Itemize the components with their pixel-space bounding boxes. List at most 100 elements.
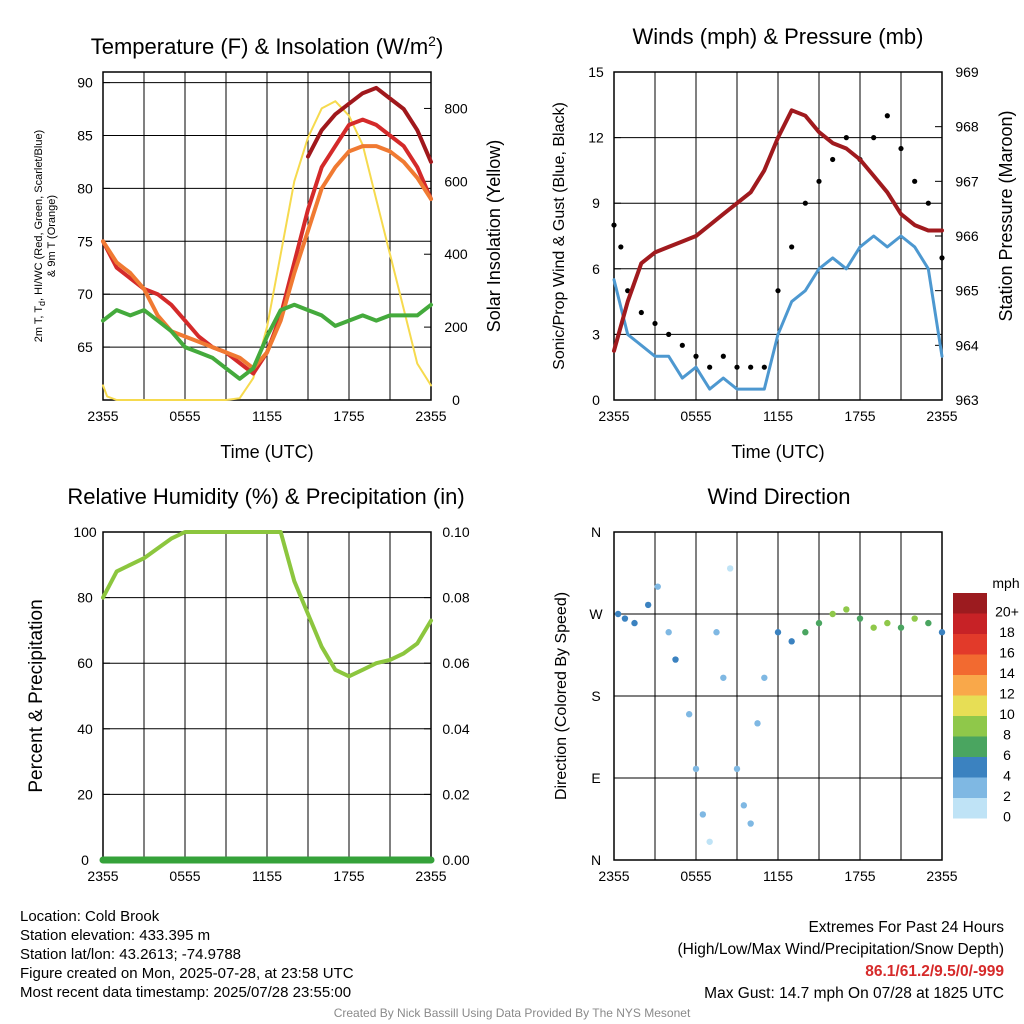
direction-title: Wind Direction: [707, 484, 850, 509]
y2-tick-label: 600: [444, 173, 468, 189]
gust-point: [734, 364, 740, 370]
colorbar-title: mph: [992, 575, 1019, 591]
y-tick-label: 40: [77, 721, 93, 737]
x-tick-label: 2355: [598, 408, 629, 424]
panel-temperature-axes: 2355 0555 1155 1755 2355 65 70 75 80 85 90 0 200 400 6…: [77, 72, 468, 424]
temperature-panel: Temperature (F) & Insolation (W/m2) Time…: [33, 33, 504, 462]
winds-xlabel: Time (UTC): [731, 442, 824, 462]
colorbar-cell: [953, 798, 987, 819]
y2-tick-label: 0.04: [442, 721, 469, 737]
x-tick-label: 0555: [169, 868, 200, 884]
direction-point: [761, 674, 768, 681]
direction-point: [843, 606, 850, 613]
direction-point: [654, 583, 661, 590]
extremes-values: 86.1/61.2/9.5/0/-999: [865, 963, 1004, 980]
y2-tick-label: 400: [444, 246, 468, 262]
y2-tick-label: 0.08: [442, 590, 469, 606]
humidity-title: Relative Humidity (%) & Precipitation (i…: [67, 484, 464, 509]
temperature-series-line-1: [306, 85, 433, 164]
gust-point: [912, 178, 918, 184]
y2-tick-label: 200: [444, 319, 468, 335]
x-tick-label: 0555: [169, 408, 200, 424]
direction-point: [925, 619, 932, 627]
y-tick-label: S: [591, 688, 600, 704]
y-tick-label: 60: [77, 655, 93, 671]
colorbar-label: 12: [999, 685, 1015, 701]
y-tick-label: 15: [588, 64, 604, 80]
x-tick-label: 2355: [415, 868, 446, 884]
gust-point: [843, 135, 849, 141]
gust-point: [748, 364, 754, 370]
x-tick-label: 1755: [844, 868, 875, 884]
direction-point: [665, 629, 672, 636]
gust-point: [611, 222, 617, 228]
x-tick-label: 0555: [680, 408, 711, 424]
direction-point: [699, 811, 707, 818]
direction-points: [614, 565, 946, 845]
y2-tick-label: 969: [955, 64, 979, 80]
y-tick-label: 90: [77, 75, 93, 91]
pressure-line: [612, 108, 944, 353]
direction-point: [733, 765, 741, 773]
direction-point: [897, 624, 905, 631]
x-tick-label: 2355: [926, 408, 957, 424]
y2-tick-label: 0.00: [442, 852, 469, 868]
gust-point: [775, 288, 781, 294]
colorbar-label: 4: [1003, 767, 1011, 783]
max-gust: Max Gust: 14.7 mph On 07/28 at 1825 UTC: [704, 985, 1004, 1002]
gust-point: [625, 288, 631, 294]
temperature-series-line-3: [101, 302, 433, 381]
y-tick-label: 0: [592, 392, 600, 408]
direction-point: [740, 802, 748, 809]
gust-point: [652, 320, 658, 327]
station-latlon: Station lat/lon: 43.2613; -74.9788: [20, 946, 242, 963]
winds-ylabel-left: Sonic/Prop Wind & Gust (Blue, Black): [551, 102, 568, 370]
x-tick-label: 1155: [763, 408, 793, 424]
y2-tick-label: 967: [955, 173, 979, 189]
direction-point: [815, 619, 823, 627]
humidity-ylabel: Percent & Precipitation: [26, 599, 47, 792]
x-tick-label: 1755: [333, 868, 364, 884]
gust-point: [720, 353, 726, 359]
direction-point: [829, 610, 836, 618]
y-tick-label: E: [591, 770, 600, 786]
credit-line: Created By Nick Bassill Using Data Provi…: [333, 1006, 691, 1020]
extremes-title: Extremes For Past 24 Hours: [808, 919, 1004, 936]
temperature-title: Temperature (F) & Insolation (W/m2): [91, 33, 444, 59]
direction-point: [774, 629, 782, 636]
colorbar-label: 20+: [995, 603, 1019, 619]
y-tick-label: 85: [77, 127, 93, 143]
temperature-xlabel: Time (UTC): [220, 442, 313, 462]
y2-tick-label: 963: [955, 392, 979, 408]
y2-tick-label: 965: [955, 283, 979, 299]
y-tick-label: 20: [77, 786, 93, 802]
direction-point: [621, 615, 629, 622]
colorbar-label: 8: [1003, 726, 1011, 742]
y-tick-label: 100: [73, 524, 97, 540]
gust-point: [693, 353, 699, 359]
y2-tick-label: 800: [444, 100, 468, 116]
gust-point: [802, 200, 808, 206]
x-tick-label: 2355: [87, 408, 118, 424]
direction-point: [870, 624, 877, 631]
winds-ylabel-right: Station Pressure (Maroon): [996, 110, 1016, 321]
gust-point: [871, 135, 877, 141]
y-tick-label: 80: [77, 590, 93, 606]
y-tick-label: 80: [77, 180, 93, 196]
y2-tick-label: 0.02: [442, 786, 469, 802]
direction-point: [747, 820, 754, 827]
direction-point: [644, 601, 652, 609]
y-tick-label: 65: [77, 339, 93, 355]
direction-point: [788, 638, 795, 645]
recent-timestamp: Most recent data timestamp: 2025/07/28 2…: [20, 984, 352, 1001]
y-tick-label: 70: [77, 286, 93, 302]
colorbar-cell: [953, 695, 987, 716]
direction-point: [754, 720, 761, 727]
temperature-ylabel-right: Solar Insolation (Yellow): [484, 140, 504, 332]
colorbar-cell: [953, 634, 987, 655]
y-tick-label: W: [589, 606, 603, 622]
station-location: Location: Cold Brook: [20, 908, 160, 925]
y-tick-label: 9: [592, 195, 600, 211]
